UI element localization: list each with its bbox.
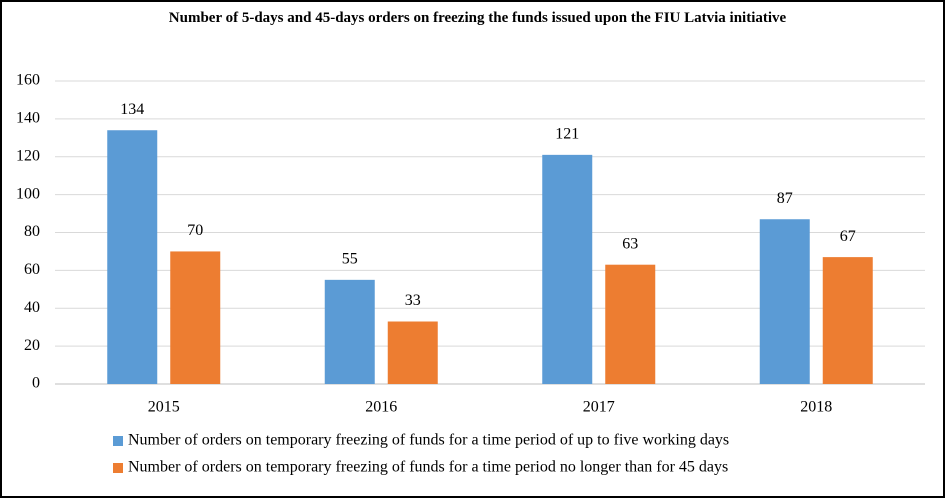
bar	[759, 219, 810, 384]
data-label: 33	[405, 292, 421, 309]
x-tick-label: 2015	[148, 399, 180, 416]
y-tick-label: 0	[32, 375, 40, 392]
bar	[542, 154, 593, 384]
y-tick-label: 60	[24, 261, 40, 278]
bar	[170, 251, 221, 384]
bar	[605, 264, 656, 384]
data-label: 67	[840, 228, 856, 245]
data-label: 63	[622, 235, 638, 252]
bar	[387, 321, 438, 384]
bar	[822, 257, 873, 384]
legend-label: Number of orders on temporary freezing o…	[128, 459, 728, 476]
y-tick-label: 40	[24, 299, 40, 316]
x-tick-label: 2016	[365, 399, 397, 416]
y-tick-label: 160	[16, 72, 40, 89]
x-tick-label: 2018	[800, 399, 832, 416]
x-tick-label: 2017	[583, 399, 615, 416]
data-label: 70	[187, 222, 203, 239]
y-tick-label: 120	[16, 147, 40, 164]
data-label: 87	[777, 190, 793, 207]
bar	[324, 279, 375, 384]
data-label: 55	[342, 251, 358, 268]
chart-title: Number of 5-days and 45-days orders on f…	[168, 10, 787, 26]
bar	[107, 130, 158, 384]
data-label: 134	[120, 101, 144, 118]
legend-swatch	[113, 436, 123, 446]
data-label: 121	[555, 126, 579, 143]
y-tick-label: 100	[16, 185, 40, 202]
y-tick-label: 80	[24, 223, 40, 240]
y-tick-label: 140	[16, 110, 40, 127]
y-tick-label: 20	[24, 337, 40, 354]
legend-swatch	[113, 463, 123, 473]
legend-label: Number of orders on temporary freezing o…	[128, 432, 729, 449]
